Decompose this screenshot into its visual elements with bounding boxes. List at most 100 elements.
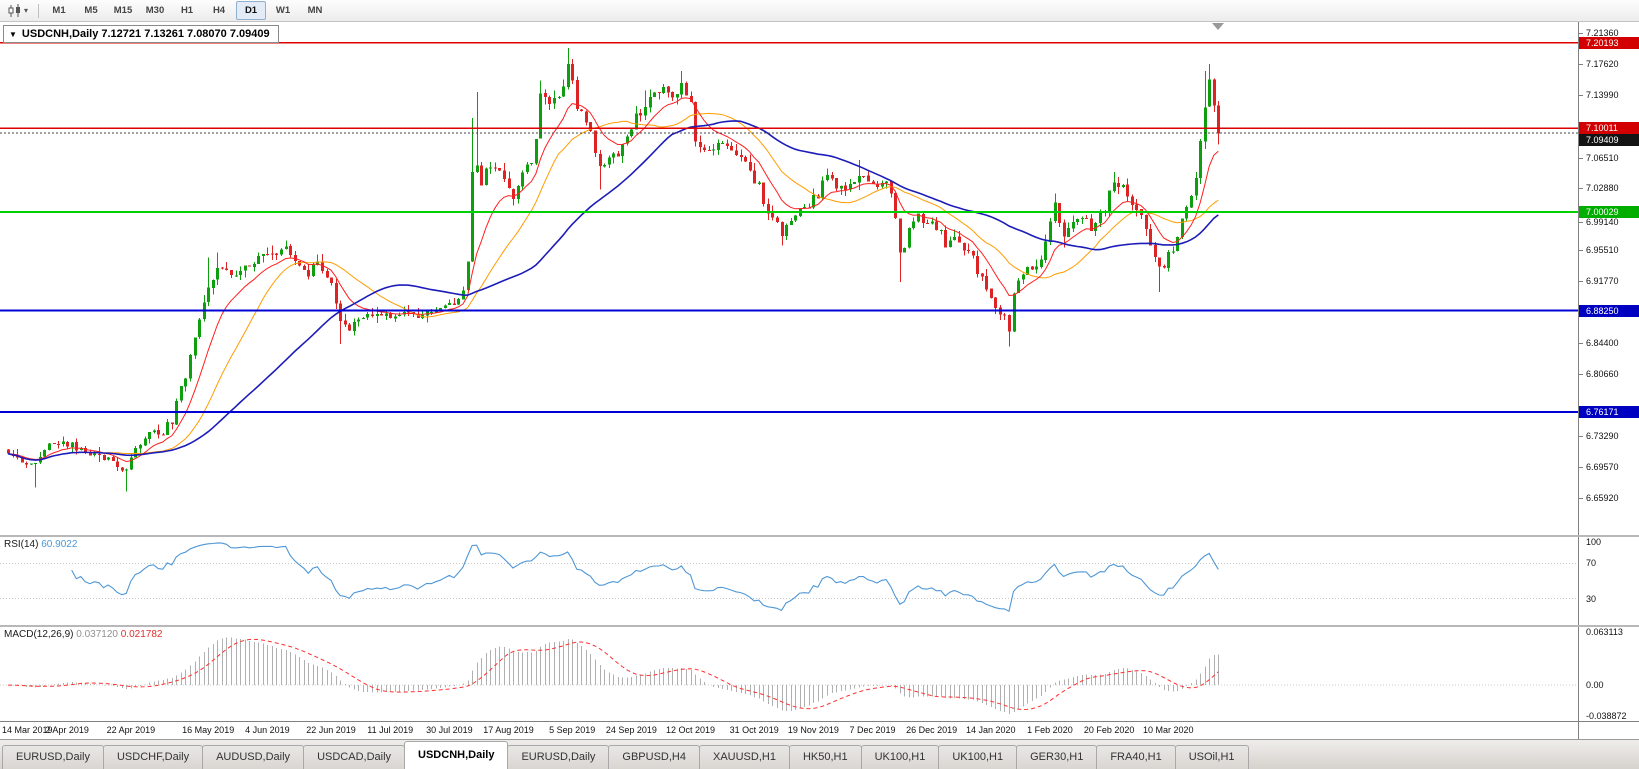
toolbar: ▾ M1 M5 M15 M30 H1 H4 D1 W1 MN <box>0 0 1639 22</box>
chart-tab-eurusd-daily[interactable]: EURUSD,Daily <box>507 745 610 769</box>
chart-shift-marker-icon[interactable] <box>1212 23 1224 30</box>
time-axis-label: 10 Mar 2020 <box>1142 725 1194 735</box>
chart-title: USDCNH,Daily 7.12721 7.13261 7.08070 7.0… <box>21 28 270 40</box>
chart-tab-usoil-h1[interactable]: USOil,H1 <box>1174 745 1249 769</box>
price-tickmark <box>1579 32 1583 34</box>
price-badge: 6.88250 <box>1579 304 1639 317</box>
time-axis-label: 19 Nov 2019 <box>787 725 839 735</box>
ma-line-sma45 <box>7 120 1219 461</box>
rsi-plot[interactable] <box>0 537 1578 625</box>
chart-tab-uk100-h1[interactable]: UK100,H1 <box>938 745 1018 769</box>
timeframe-button-m5[interactable]: M5 <box>84 5 98 16</box>
price-tickmark <box>1579 498 1583 499</box>
time-axis-label: 31 Oct 2019 <box>729 725 779 735</box>
time-axis[interactable]: 14 Mar 2019 2 Apr 2019 22 Apr 2019 16 May 2… <box>0 722 1578 739</box>
timeframe-button-d1[interactable]: D1 <box>236 1 267 20</box>
timeframe-button-h1[interactable]: H1 <box>180 5 194 16</box>
chart-tab-gbpusd-h4[interactable]: GBPUSD,H4 <box>608 745 700 769</box>
candlestick-chart-icon <box>8 3 20 17</box>
rsi-axis[interactable]: 100 70 30 <box>1578 537 1639 625</box>
price-tickmark <box>1579 222 1583 224</box>
chart-tab-audusd-daily[interactable]: AUDUSD,Daily <box>202 745 305 769</box>
chart-tab-fra40-h1[interactable]: FRA40,H1 <box>1096 745 1176 769</box>
ma-line-ema10 <box>7 97 1219 463</box>
macd-axis-label: -0.038872 <box>1586 711 1627 721</box>
main-chart-pane[interactable]: ▼ USDCNH,Daily 7.12721 7.13261 7.08070 7… <box>0 22 1578 535</box>
price-tickmark <box>1579 436 1583 438</box>
timeframe-button-h4[interactable]: H4 <box>212 5 226 16</box>
price-badge: 7.20193 <box>1579 36 1639 49</box>
chart-tabs-bar: EURUSD,Daily USDCHF,Daily AUDUSD,Daily USDC… <box>0 739 1639 769</box>
chart-tab-ger30-h1[interactable]: GER30,H1 <box>1016 745 1098 769</box>
time-axis-label: 30 Jul 2019 <box>426 725 473 735</box>
pane-separator[interactable] <box>0 535 1639 537</box>
macd-plot[interactable] <box>0 627 1578 721</box>
price-tick-label: 7.06510 <box>1586 152 1619 163</box>
time-axis-corner <box>1578 722 1639 739</box>
chart-tab-uk100-h1[interactable]: UK100,H1 <box>860 745 940 769</box>
price-tick-label: 6.84400 <box>1586 338 1619 348</box>
chart-type-button[interactable]: ▾ <box>4 2 31 20</box>
macd-axis-label: 0.00 <box>1586 680 1604 691</box>
price-tickmark <box>1579 343 1583 344</box>
macd-main-value: 0.037120 <box>76 629 118 640</box>
pane-separator[interactable] <box>0 625 1639 627</box>
time-axis-label: 17 Aug 2019 <box>483 725 534 735</box>
macd-pane[interactable]: MACD(12,26,9) 0.037120 0.021782 <box>0 627 1578 721</box>
price-tick-label: 6.99140 <box>1586 217 1619 228</box>
chart-tab-usdcad-daily[interactable]: USDCAD,Daily <box>303 745 406 769</box>
chart-tab-xauusd-h1[interactable]: XAUUSD,H1 <box>698 745 790 769</box>
time-axis-label: 26 Dec 2019 <box>906 725 958 735</box>
time-axis-label: 1 Feb 2020 <box>1027 725 1073 735</box>
rsi-value: 60.9022 <box>41 539 78 550</box>
price-tickmark <box>1579 374 1583 376</box>
macd-name: MACD(12,26,9) <box>4 629 74 640</box>
toolbar-separator <box>38 3 40 18</box>
macd-signal-line <box>7 638 1219 711</box>
price-tick-label: 6.69570 <box>1586 462 1619 473</box>
rsi-name: RSI(14) <box>4 539 39 550</box>
rsi-axis-label: 100 <box>1586 537 1602 547</box>
rsi-line <box>71 542 1219 613</box>
time-axis-label: 4 Jun 2019 <box>245 725 290 735</box>
time-axis-label: 2 Apr 2019 <box>45 725 89 735</box>
timeframe-button-m15[interactable]: M15 <box>113 5 133 16</box>
price-tickmark <box>1579 467 1583 469</box>
chart-tab-eurusd-daily[interactable]: EURUSD,Daily <box>2 745 104 769</box>
price-tickmark <box>1579 281 1583 283</box>
rsi-label: RSI(14) 60.9022 <box>4 539 77 550</box>
chart-title-box: ▼ USDCNH,Daily 7.12721 7.13261 7.08070 7… <box>3 25 279 43</box>
price-tickmark <box>1579 187 1583 189</box>
price-badge: 7.10011 <box>1579 122 1639 135</box>
price-axis[interactable]: 7.21360 7.17620 7.13990 7.06510 7.02880 6.991… <box>1578 22 1639 535</box>
chart-tab-usdcnh-daily[interactable]: USDCNH,Daily <box>404 741 509 769</box>
macd-axis[interactable]: 0.063113 0.00 -0.038872 <box>1578 627 1639 721</box>
candlestick-plot[interactable] <box>0 22 1578 535</box>
price-tick-label: 7.13990 <box>1586 89 1619 100</box>
price-tick-label: 7.17620 <box>1586 59 1619 70</box>
timeframe-button-m1[interactable]: M1 <box>52 5 66 16</box>
down-bodies <box>7 63 1220 471</box>
rsi-axis-label: 30 <box>1586 593 1597 604</box>
time-axis-label: 14 Mar 2019 <box>2 725 53 735</box>
price-tick-label: 6.80660 <box>1586 369 1619 380</box>
collapse-triangle-icon[interactable]: ▼ <box>9 29 17 39</box>
price-tick-label: 6.95510 <box>1586 244 1619 255</box>
time-axis-label: 7 Dec 2019 <box>849 725 896 735</box>
macd-axis-label: 0.063113 <box>1586 627 1623 637</box>
price-badge: 6.76171 <box>1579 406 1639 419</box>
price-tick-label: 7.21360 <box>1586 27 1619 38</box>
time-axis-label: 5 Sep 2019 <box>549 725 596 735</box>
price-tickmark <box>1579 249 1583 251</box>
price-tick-label: 6.65920 <box>1586 493 1619 503</box>
chart-tab-usdchf-daily[interactable]: USDCHF,Daily <box>102 745 204 769</box>
time-axis-label: 12 Oct 2019 <box>665 725 716 735</box>
ma-line-sma20 <box>7 112 1219 461</box>
rsi-pane[interactable]: RSI(14) 60.9022 <box>0 537 1578 625</box>
timeframe-button-mn[interactable]: MN <box>307 5 323 16</box>
chart-tab-hk50-h1[interactable]: HK50,H1 <box>788 745 862 769</box>
timeframe-button-w1[interactable]: W1 <box>275 5 291 16</box>
rsi-row: RSI(14) 60.9022 100 70 30 <box>0 537 1639 625</box>
timeframe-button-m30[interactable]: M30 <box>145 5 165 16</box>
